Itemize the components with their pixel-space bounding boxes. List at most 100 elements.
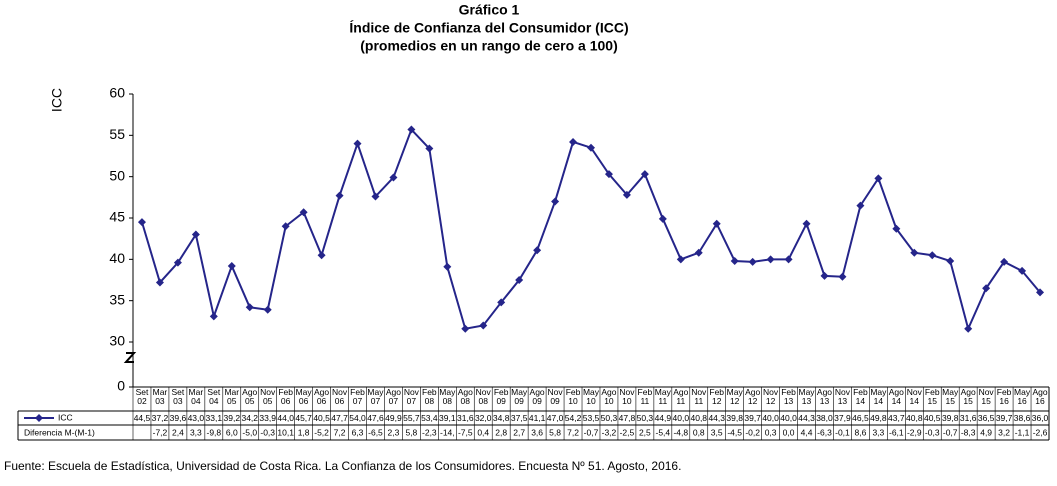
table-cell: 6,0: [226, 427, 238, 437]
series-line: [141, 127, 1041, 332]
table-cell: 38,0: [816, 413, 833, 423]
data-point: [407, 125, 416, 134]
table-cell: 4,9: [980, 427, 992, 437]
x-tick-label: Nov 10: [619, 388, 635, 406]
x-tick-label: Feb 11: [637, 388, 653, 406]
table-cell: 34,8: [493, 413, 510, 423]
table-cell: 5,8: [549, 427, 561, 437]
table-cell: 2,4: [172, 427, 184, 437]
data-point: [443, 262, 452, 271]
legend-marker: [35, 414, 43, 422]
x-tick-label: Nov 13: [834, 388, 850, 406]
data-point: [335, 191, 344, 200]
data-point: [299, 208, 308, 217]
x-tick-label-box: Ago 08: [458, 388, 473, 406]
data-point: [712, 219, 721, 228]
x-tick-label-box: Ago 07: [386, 388, 401, 406]
x-tick-label: Ago 11: [673, 388, 689, 406]
table-cell: 40,8: [906, 413, 923, 423]
x-tick-label-box: Mar 04: [188, 388, 204, 406]
table-cell: 44,9: [655, 413, 672, 423]
x-tick-label: May 14: [870, 388, 887, 406]
x-tick-label: Feb 13: [781, 388, 796, 406]
x-tick-label: Nov 09: [547, 388, 563, 406]
table-cell: 0,3: [765, 427, 777, 437]
table-cell: 3,3: [190, 427, 202, 437]
y-tick-label: 55: [109, 126, 125, 142]
table-cell: -0,3: [260, 427, 275, 437]
x-tick-label-box: Nov 05: [260, 388, 275, 406]
y-tick-label: 45: [109, 209, 125, 225]
table-cell: 37,9: [834, 413, 851, 423]
x-tick-label-box: Ago 12: [745, 388, 761, 406]
x-tick-label-box: Ago 14: [889, 388, 904, 406]
data-point: [155, 278, 164, 287]
x-tick-label: Ago 05: [242, 388, 258, 406]
table-cell: -8,3: [961, 427, 976, 437]
x-tick-label-box: May 16: [1014, 388, 1030, 406]
table-cell: 39,6: [170, 413, 187, 423]
data-point: [263, 305, 272, 314]
chart-subtitle: Índice de Confianza del Consumidor (ICC): [349, 20, 628, 36]
x-tick-label-box: May 13: [798, 388, 814, 406]
table-cell: 4,4: [801, 427, 813, 437]
table-cell: -2,5: [620, 427, 635, 437]
x-tick-label-box: Ago 05: [242, 388, 258, 406]
x-tick-label: Ago 12: [745, 388, 761, 406]
x-tick-label: May 15: [942, 388, 959, 406]
table-cell: 38,6: [1014, 413, 1031, 423]
data-point: [1036, 288, 1045, 297]
x-tick-label-box: Nov 07: [404, 388, 419, 406]
x-tick-label: May 11: [654, 388, 671, 406]
x-tick-label: Ago 10: [601, 388, 617, 406]
x-tick-label-box: May 07: [367, 388, 383, 406]
x-tick-label: Feb 08: [422, 388, 437, 406]
table-cell: -0,7: [943, 427, 958, 437]
x-tick-label-box: Ago 16: [1032, 388, 1047, 406]
table-cell: -5,2: [314, 427, 329, 437]
table-cell: 47,7: [331, 413, 348, 423]
data-point: [748, 257, 757, 266]
data-point: [173, 258, 182, 267]
data-point: [191, 230, 200, 239]
data-point: [317, 251, 326, 260]
data-point: [658, 214, 667, 223]
x-tick-label: Feb 07: [350, 388, 365, 406]
data-point: [587, 143, 595, 152]
data-point: [461, 324, 470, 333]
table-cell: -14,: [440, 427, 455, 437]
table-cell: -5,4: [656, 427, 671, 437]
data-point: [353, 139, 362, 148]
table-cell: 3,5: [711, 427, 723, 437]
chart-title: Gráfico 1: [459, 2, 520, 18]
data-point: [479, 321, 488, 330]
x-tick-label: Mar 03: [152, 388, 168, 406]
chart-subtitle: (promedios en un rango de cero a 100): [360, 38, 618, 54]
table-cell: 47,8: [619, 413, 636, 423]
table-cell: 33,1: [206, 413, 223, 423]
x-tick-label: Ago 15: [960, 388, 976, 406]
x-tick-label-box: Nov 06: [332, 388, 347, 406]
x-tick-label-box: Set 02: [136, 388, 149, 406]
table-cell: 10,1: [277, 427, 294, 437]
data-point: [676, 255, 685, 264]
x-tick-label: Mar 04: [188, 388, 204, 406]
x-tick-label-box: May 11: [654, 388, 671, 406]
x-tick-label-box: Ago 06: [314, 388, 329, 406]
table-cell: -0,7: [584, 427, 599, 437]
x-tick-label: Feb 14: [853, 388, 868, 406]
x-tick-label-box: May 15: [942, 388, 959, 406]
x-tick-label: Nov 14: [906, 388, 922, 406]
table-cell: -2,6: [1033, 427, 1048, 437]
table-cell: 2,5: [639, 427, 651, 437]
data-point: [515, 276, 524, 284]
x-tick-label: Feb 12: [709, 388, 725, 406]
table-cell: 31,6: [960, 413, 977, 423]
table-cell: 37,2: [152, 413, 169, 423]
x-tick-label-box: Nov 13: [834, 388, 850, 406]
x-tick-label-box: Nov 14: [906, 388, 922, 406]
x-tick-label-box: Feb 14: [853, 388, 868, 406]
table-cell: -1,1: [1015, 427, 1030, 437]
x-tick-label-box: Ago 10: [601, 388, 617, 406]
table-cell: 44,3: [708, 413, 725, 423]
